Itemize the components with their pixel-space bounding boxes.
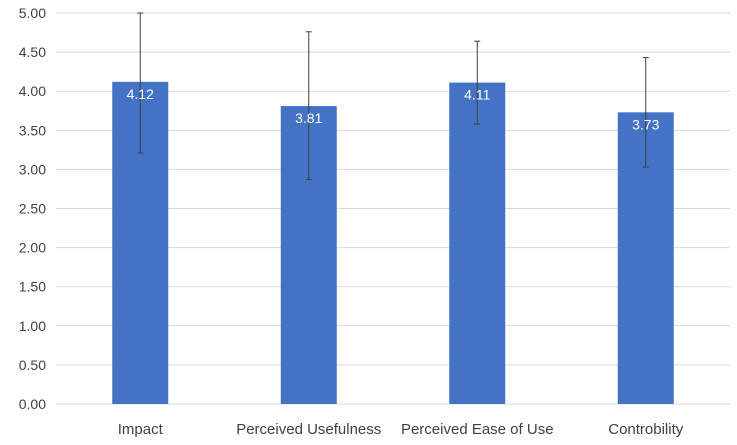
x-tick-label: Impact bbox=[118, 421, 164, 438]
y-tick-label: 0.00 bbox=[19, 396, 46, 412]
y-tick-label: 1.00 bbox=[19, 318, 46, 334]
x-tick-label: Controbility bbox=[608, 421, 684, 438]
y-axis-tick-labels: 0.00 0.50 1.00 1.50 2.00 2.50 3.00 3.50 4.00 4.50… bbox=[19, 5, 46, 412]
value-label: 4.12 bbox=[127, 86, 154, 102]
x-tick-label: Perceived Ease of Use bbox=[401, 421, 554, 438]
x-tick-label: Perceived Usefulness bbox=[236, 421, 381, 438]
y-tick-label: 2.00 bbox=[19, 240, 46, 256]
y-tick-label: 2.50 bbox=[19, 201, 46, 217]
gridlines bbox=[56, 12, 730, 405]
error-bars bbox=[137, 12, 649, 181]
value-label: 3.73 bbox=[632, 116, 659, 132]
y-tick-label: 3.50 bbox=[19, 122, 46, 138]
y-tick-label: 4.50 bbox=[19, 44, 46, 60]
y-tick-label: 3.00 bbox=[19, 161, 46, 177]
y-tick-label: 4.00 bbox=[19, 83, 46, 99]
bars bbox=[112, 81, 674, 405]
value-labels: 4.12 3.81 4.11 3.73 bbox=[127, 86, 660, 132]
y-tick-label: 0.50 bbox=[19, 357, 46, 373]
y-tick-label: 5.00 bbox=[19, 5, 46, 21]
value-label: 3.81 bbox=[295, 110, 322, 126]
y-tick-label: 1.50 bbox=[19, 279, 46, 295]
x-axis-tick-labels: Impact Perceived Usefulness Perceived Ease… bbox=[118, 421, 684, 438]
bar bbox=[449, 82, 506, 405]
value-label: 4.11 bbox=[464, 87, 490, 103]
